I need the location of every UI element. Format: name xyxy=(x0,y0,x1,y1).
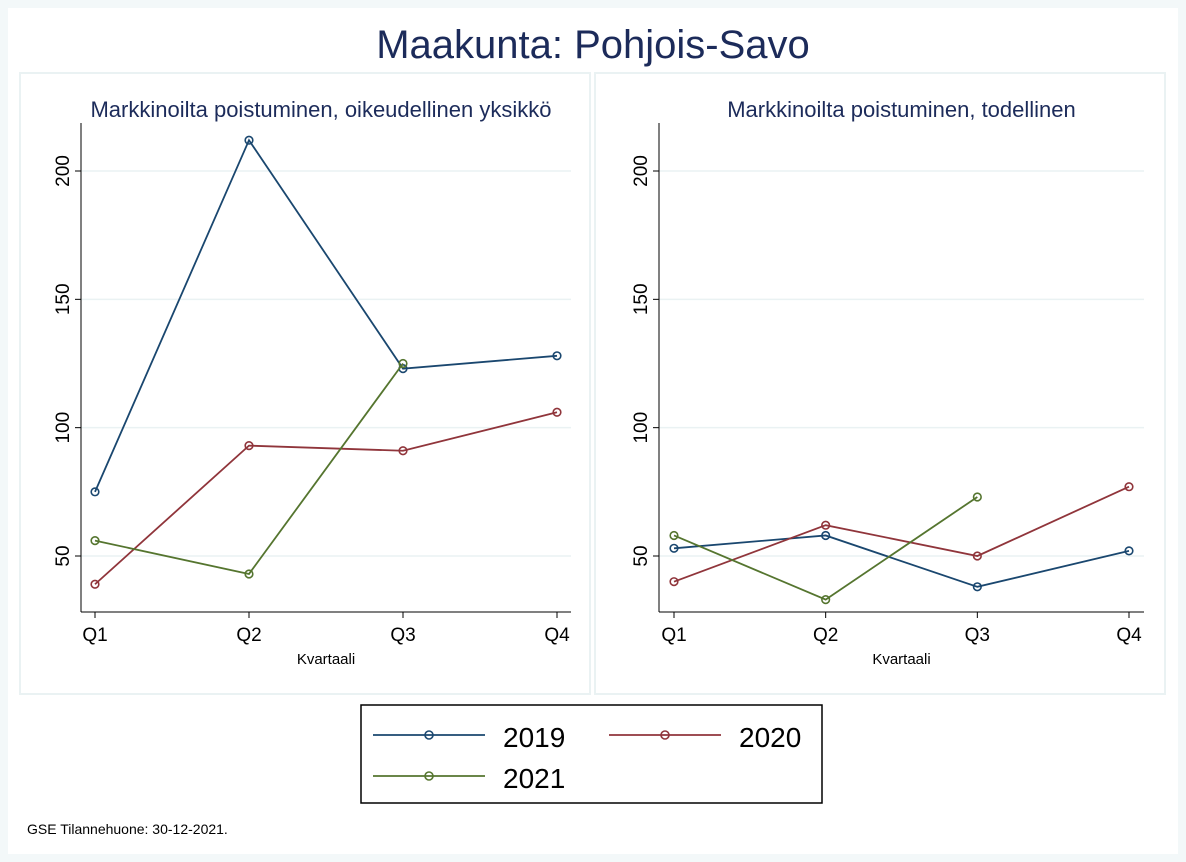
data-point-2019 xyxy=(244,135,254,145)
x-tick-label: Q4 xyxy=(1116,625,1142,646)
legend-item-2019: 2019 xyxy=(373,722,565,753)
panel-1: Markkinoilta poistuminen, oikeudellinen … xyxy=(19,72,591,695)
legend-item-2020: 2020 xyxy=(609,722,801,753)
x-tick-label: Q2 xyxy=(813,625,838,646)
figure-title: Maakunta: Pohjois-Savo xyxy=(376,23,810,67)
data-point-2019 xyxy=(821,530,831,541)
legend-label: 2020 xyxy=(739,722,801,753)
data-point-2019 xyxy=(669,543,679,553)
x-axis-label: Kvartaali xyxy=(297,651,355,668)
series-2021 xyxy=(669,492,982,605)
panel-frame xyxy=(19,72,591,695)
y-tick-label: 200 xyxy=(631,155,652,187)
data-point-2021 xyxy=(398,358,408,369)
legend-label: 2021 xyxy=(503,763,565,794)
data-point-2020 xyxy=(244,441,254,451)
panel-frame xyxy=(594,72,1166,695)
series-line-2021 xyxy=(673,496,978,601)
legend-marker xyxy=(424,730,434,740)
series-2020 xyxy=(669,482,1134,587)
y-tick-label: 100 xyxy=(53,412,74,444)
data-point-2019 xyxy=(1124,546,1134,556)
data-point-2020 xyxy=(398,446,408,456)
series-2021 xyxy=(90,358,408,579)
legend-box xyxy=(360,704,823,804)
panel-title: Markkinoilta poistuminen, oikeudellinen … xyxy=(90,97,551,122)
legend: 2019 2020 2021 xyxy=(360,704,823,804)
y-tick-label: 150 xyxy=(631,283,652,315)
series-line-2021 xyxy=(94,362,404,575)
legend-item-2021: 2021 xyxy=(373,763,565,794)
legend-label: 2019 xyxy=(503,722,565,753)
panel-2: Markkinoilta poistuminen, todellinen 50 10… xyxy=(594,72,1166,695)
x-tick-label: Q3 xyxy=(390,625,415,646)
legend-marker xyxy=(424,771,434,781)
data-point-2021 xyxy=(821,595,831,605)
series-2020 xyxy=(90,407,562,589)
footer-note: GSE Tilannehuone: 30-12-2021. xyxy=(27,821,228,837)
series-line-2019 xyxy=(94,138,558,493)
data-point-2020 xyxy=(972,551,982,561)
data-point-2019 xyxy=(90,487,100,497)
data-point-2020 xyxy=(90,579,100,589)
data-point-2020 xyxy=(821,520,831,530)
series-line-2020 xyxy=(673,485,1130,583)
data-point-2019 xyxy=(972,582,982,592)
y-tick-label: 200 xyxy=(53,155,74,187)
y-tick-label: 50 xyxy=(631,545,652,566)
data-point-2021 xyxy=(90,535,100,546)
x-tick-label: Q1 xyxy=(82,625,107,646)
series-2019 xyxy=(669,530,1134,592)
data-point-2020 xyxy=(1124,482,1134,492)
legend-marker xyxy=(660,730,670,740)
data-point-2019 xyxy=(552,351,562,361)
series-line-2019 xyxy=(673,534,1130,588)
data-point-2020 xyxy=(552,407,562,417)
data-point-2021 xyxy=(244,569,254,579)
x-axis-label: Kvartaali xyxy=(872,651,930,668)
x-tick-label: Q1 xyxy=(661,625,686,646)
y-tick-label: 100 xyxy=(631,412,652,444)
series-line-2020 xyxy=(94,411,558,585)
y-tick-label: 50 xyxy=(53,545,74,566)
x-tick-label: Q4 xyxy=(544,625,570,646)
x-tick-label: Q2 xyxy=(236,625,261,646)
panel-title: Markkinoilta poistuminen, todellinen xyxy=(727,97,1076,122)
data-point-2020 xyxy=(669,577,679,587)
x-tick-label: Q3 xyxy=(965,625,990,646)
data-point-2021 xyxy=(669,530,679,541)
data-point-2021 xyxy=(972,492,982,502)
y-tick-label: 150 xyxy=(53,283,74,315)
